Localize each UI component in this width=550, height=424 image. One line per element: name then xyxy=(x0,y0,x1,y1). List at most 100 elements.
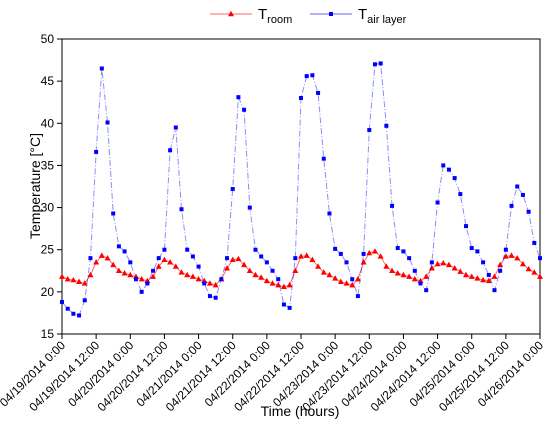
legend-main: T xyxy=(358,6,367,23)
point xyxy=(332,275,339,281)
point xyxy=(480,276,487,283)
point xyxy=(133,277,138,282)
point xyxy=(316,90,321,95)
point xyxy=(406,273,413,279)
point xyxy=(70,276,77,283)
point xyxy=(440,260,447,266)
point xyxy=(184,271,191,278)
point xyxy=(88,256,93,261)
point xyxy=(383,263,390,269)
point xyxy=(451,265,458,271)
legend-sub: air layer xyxy=(367,14,406,26)
point xyxy=(228,10,234,17)
point xyxy=(293,256,298,261)
point xyxy=(434,260,441,267)
point xyxy=(532,240,537,245)
point xyxy=(241,261,248,268)
point xyxy=(94,149,99,154)
point xyxy=(71,311,76,316)
point xyxy=(179,207,184,212)
point xyxy=(59,273,65,279)
point xyxy=(161,256,168,263)
point xyxy=(366,249,373,256)
point xyxy=(446,167,451,172)
point xyxy=(418,281,423,286)
point xyxy=(150,273,157,279)
point xyxy=(526,209,531,214)
point xyxy=(219,277,224,282)
point xyxy=(128,260,133,265)
point xyxy=(309,256,316,263)
point xyxy=(281,302,286,307)
point xyxy=(502,253,509,259)
point xyxy=(303,252,310,258)
point xyxy=(491,273,498,279)
legend-label: Tair layer xyxy=(358,6,407,26)
point xyxy=(202,281,207,286)
point xyxy=(497,261,504,268)
point xyxy=(355,294,360,299)
y-tick-label: 30 xyxy=(41,201,55,215)
point xyxy=(498,268,503,273)
point xyxy=(247,205,252,210)
y-tick-label: 50 xyxy=(41,32,55,46)
point xyxy=(172,263,179,269)
point xyxy=(321,156,326,161)
y-tick-label: 40 xyxy=(41,116,55,130)
point xyxy=(115,267,122,273)
point xyxy=(390,203,395,208)
point xyxy=(503,247,508,252)
point xyxy=(212,281,219,288)
point xyxy=(315,263,322,269)
point xyxy=(236,95,241,100)
point xyxy=(138,276,145,282)
point xyxy=(81,280,88,286)
point xyxy=(110,261,117,268)
point xyxy=(253,247,258,252)
point xyxy=(492,288,497,293)
point xyxy=(298,253,304,259)
point xyxy=(395,246,400,251)
point xyxy=(213,295,218,300)
point xyxy=(168,148,173,153)
point xyxy=(299,96,303,100)
point xyxy=(93,259,100,265)
point xyxy=(258,274,265,280)
point xyxy=(435,200,440,205)
point xyxy=(207,294,212,299)
legend-sub: room xyxy=(267,14,292,26)
point xyxy=(537,273,543,279)
point xyxy=(155,263,162,269)
point xyxy=(242,107,247,112)
point xyxy=(401,249,406,254)
point xyxy=(189,273,196,279)
point xyxy=(372,62,377,67)
point xyxy=(87,271,94,278)
point xyxy=(230,187,235,192)
point xyxy=(457,268,464,274)
point xyxy=(389,267,396,273)
point xyxy=(121,270,128,276)
point xyxy=(292,267,299,273)
point xyxy=(519,260,526,267)
point xyxy=(173,125,178,130)
point xyxy=(531,269,538,275)
point xyxy=(337,278,344,284)
plot-frame xyxy=(61,38,541,335)
point xyxy=(111,211,116,216)
point xyxy=(412,268,417,273)
point xyxy=(116,244,121,249)
point xyxy=(229,256,236,263)
point xyxy=(520,192,525,197)
point xyxy=(407,256,412,261)
point xyxy=(185,247,190,252)
point xyxy=(343,280,350,286)
point xyxy=(196,264,201,269)
point xyxy=(276,277,281,282)
point xyxy=(349,281,356,288)
point xyxy=(99,66,104,71)
y-tick-label: 15 xyxy=(41,327,55,341)
point xyxy=(378,61,383,66)
point xyxy=(280,283,287,289)
point xyxy=(127,271,134,278)
